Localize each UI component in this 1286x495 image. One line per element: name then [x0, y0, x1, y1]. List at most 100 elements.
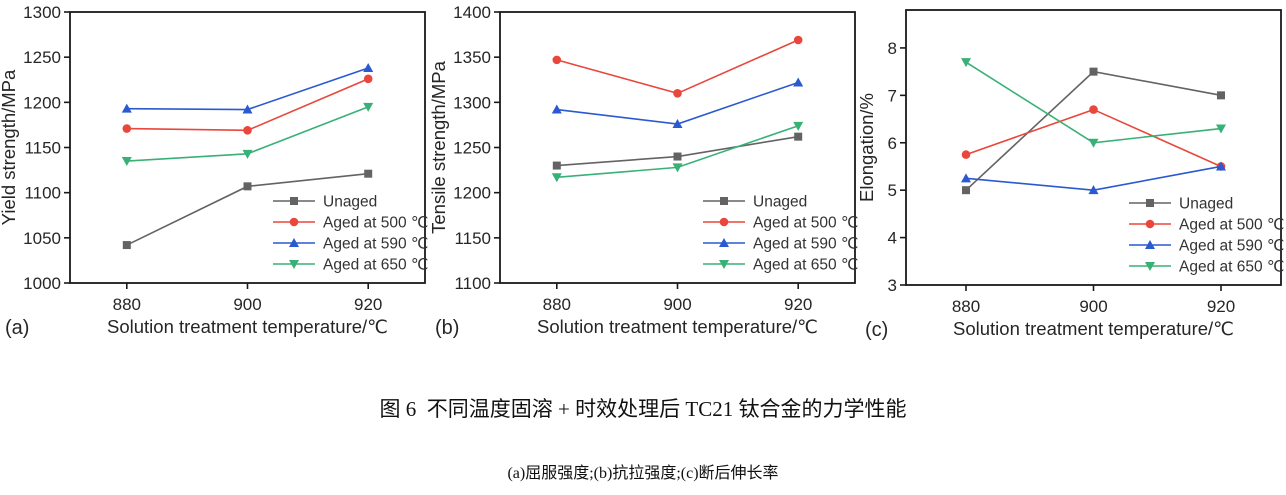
legend-item-aged-at-590: Aged at 590 ℃: [703, 236, 858, 253]
x-tick-label: 880: [952, 297, 980, 316]
series-line-unaged: [556, 135, 799, 167]
legend-marker-aged-at-500: [1145, 219, 1155, 229]
series-marker-aged-at-590: [363, 63, 374, 73]
series-marker-unaged: [794, 132, 803, 141]
series-line-unaged: [965, 70, 1222, 191]
caption-zh-title: 图 6 不同温度固溶 + 时效处理后 TC21 钛合金的力学性能: [379, 397, 907, 421]
legend-label: Aged at 500 ℃: [753, 215, 858, 232]
legend-label: Aged at 590 ℃: [323, 236, 428, 253]
series-marker-unaged: [364, 169, 373, 178]
series-marker-aged-at-650: [1088, 138, 1099, 148]
legend-item-unaged: Unaged: [703, 194, 807, 211]
series-marker-aged-at-500: [122, 124, 132, 133]
y-tick-label: 1350: [453, 48, 491, 67]
x-axis-title: Solution treatment temperature/℃: [953, 318, 1234, 339]
chart-yield-strength: 1000 1050 1100 1150 1200 1250 1300 880 900 920 Yie…: [0, 3, 428, 339]
legend: Unaged Aged at 500 ℃ Aged at 590 ℃ Aged at …: [1129, 196, 1284, 276]
legend-item-aged-at-500: Aged at 500 ℃: [703, 215, 858, 232]
series-marker-aged-at-500: [961, 150, 971, 159]
caption-zh-subtitle: (a)屈服强度;(b)抗拉强度;(c)断后伸长率: [507, 465, 779, 482]
legend-item-aged-at-650: Aged at 650 ℃: [703, 257, 858, 274]
series-marker-aged-at-590: [672, 119, 683, 129]
series-marker-aged-at-650: [121, 157, 132, 167]
legend-marker-aged-at-590: [289, 238, 299, 247]
x-tick-label: 920: [354, 295, 382, 314]
series-marker-aged-at-500: [673, 89, 682, 98]
y-tick-label: 1250: [23, 48, 61, 67]
series-marker-aged-at-590: [1088, 185, 1099, 195]
legend-marker-aged-at-500: [289, 217, 299, 227]
series-marker-aged-at-650: [1216, 124, 1226, 134]
y-tick-label: 3: [888, 276, 897, 295]
y-tick-label: 1050: [23, 229, 61, 248]
panel-label-c: (c): [865, 319, 888, 340]
y-tick-label: 8: [888, 39, 897, 58]
legend-label: Aged at 650 ℃: [323, 257, 428, 274]
y-tick-label: 1250: [453, 139, 491, 158]
x-tick-label: 880: [543, 295, 571, 314]
series-marker-aged-at-500: [552, 55, 562, 65]
panel-label-a: (a): [5, 317, 29, 339]
legend-label: Aged at 650 ℃: [753, 257, 858, 274]
series-marker-aged-at-500: [243, 126, 252, 135]
y-tick-label: 1300: [23, 3, 61, 22]
legend-marker-aged-at-500: [719, 217, 729, 227]
legend-label: Aged at 590 ℃: [1179, 238, 1284, 255]
x-axis-title: Solution treatment temperature/℃: [107, 316, 388, 337]
legend-label: Aged at 500 ℃: [1179, 217, 1284, 234]
series-marker-aged-at-590: [793, 77, 804, 87]
series-marker-aged-at-590: [121, 103, 132, 113]
legend-marker-aged-at-650: [289, 260, 299, 269]
panel-label-b: (b): [435, 317, 459, 339]
y-tick-label: 6: [888, 134, 897, 153]
series-marker-aged-at-650: [242, 149, 253, 159]
legend-label: Unaged: [1179, 196, 1233, 213]
series-marker-aged-at-650: [363, 102, 374, 112]
legend-item-aged-at-590: Aged at 590 ℃: [1129, 238, 1284, 255]
series-marker-unaged: [673, 152, 682, 161]
y-tick-label: 1200: [453, 184, 491, 203]
series-marker-aged-at-590: [242, 104, 253, 114]
series-marker-aged-at-650: [793, 121, 804, 131]
charts-row: 1000 1050 1100 1150 1200 1250 1300 880 900 920 Yie…: [0, 3, 1284, 340]
legend-item-aged-at-650: Aged at 650 ℃: [273, 257, 428, 274]
x-tick-label: 920: [784, 295, 812, 314]
y-tick-label: 1300: [453, 93, 491, 112]
legend-marker-unaged: [1146, 199, 1154, 207]
series-marker-aged-at-590: [1216, 161, 1226, 171]
y-axis-title: Tensile strength/MPa: [430, 60, 449, 233]
legend-marker-unaged: [290, 197, 298, 205]
legend-item-unaged: Unaged: [1129, 196, 1233, 213]
x-axis-title: Solution treatment temperature/℃: [537, 316, 818, 337]
series-marker-aged-at-590: [551, 104, 562, 114]
chart-tensile-strength: 1100 1150 1200 1250 1300 1350 1400 880 900 920 Ten…: [430, 3, 858, 339]
series-marker-unaged: [1089, 67, 1098, 76]
series-marker-unaged: [1217, 91, 1225, 100]
series-marker-aged-at-500: [793, 35, 803, 45]
series-line-aged-at-500: [965, 108, 1222, 168]
legend-item-aged-at-590: Aged at 590 ℃: [273, 236, 428, 253]
series-marker-aged-at-590: [961, 173, 971, 183]
legend-label: Unaged: [753, 194, 807, 211]
legend-marker-aged-at-650: [1145, 262, 1155, 271]
legend-item-aged-at-650: Aged at 650 ℃: [1129, 259, 1284, 276]
chart-elongation: 3 4 5 6 7 8 880 900 920 Elongation/% Solution trea…: [860, 9, 1284, 340]
y-tick-label: 1200: [23, 93, 61, 112]
series-line-aged-at-590: [126, 67, 369, 111]
legend-marker-aged-at-650: [719, 260, 729, 269]
series-marker-aged-at-650: [961, 58, 971, 68]
y-tick-label: 5: [888, 181, 897, 200]
y-tick-label: 7: [888, 86, 897, 105]
series-marker-unaged: [552, 161, 561, 170]
x-tick-label: 900: [663, 295, 691, 314]
x-tick-label: 880: [113, 295, 141, 314]
series-line-aged-at-590: [556, 81, 799, 125]
y-tick-label: 1400: [453, 3, 491, 22]
x-tick-label: 900: [233, 295, 261, 314]
y-tick-label: 1100: [24, 184, 61, 203]
legend-label: Unaged: [323, 194, 377, 211]
y-tick-label: 4: [888, 229, 897, 248]
y-axis-title: Elongation/%: [860, 93, 877, 202]
figure-caption: 图 6 不同温度固溶 + 时效处理后 TC21 钛合金的力学性能 (a)屈服强度…: [0, 360, 1286, 495]
